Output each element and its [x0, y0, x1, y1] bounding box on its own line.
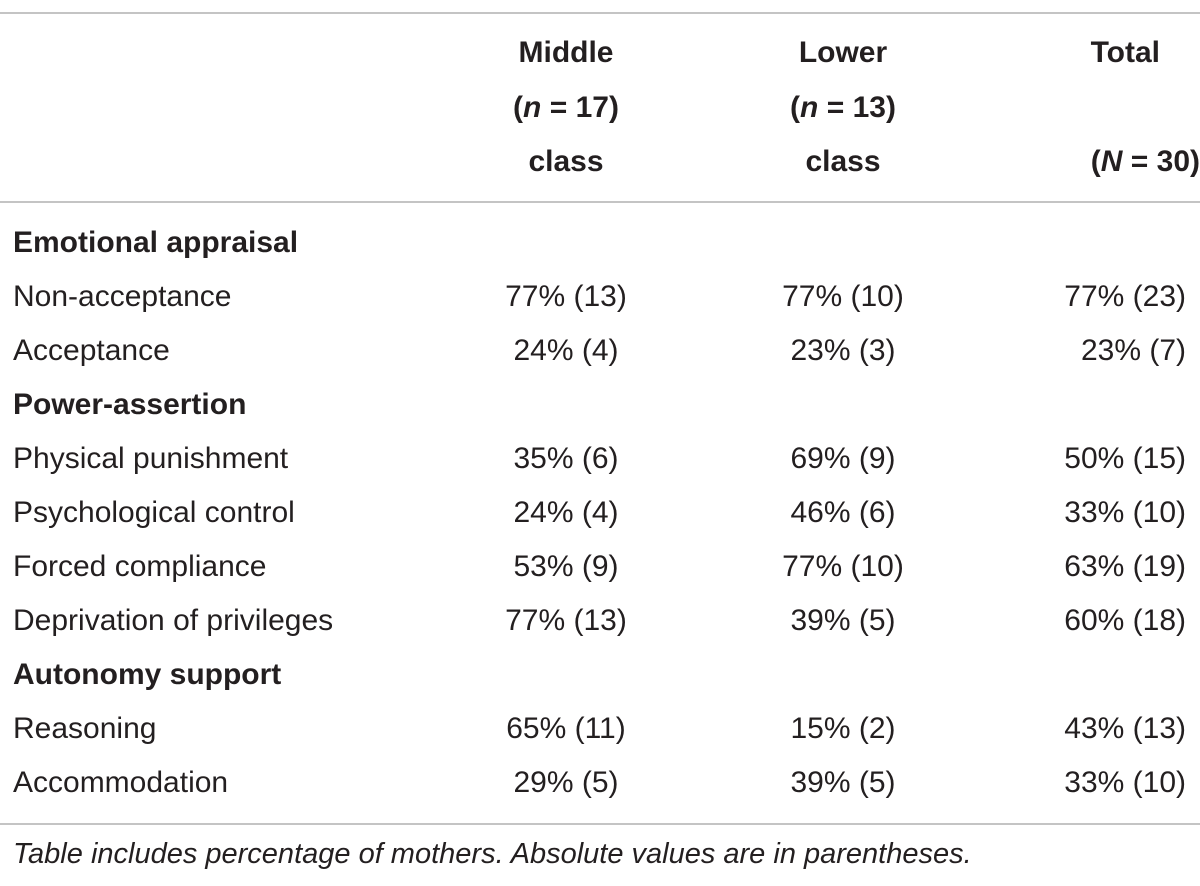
cell-middle: 35% (6)	[513, 442, 619, 475]
column-header-lower-line1: Lower	[798, 36, 888, 69]
cell-lower: 77% (10)	[782, 280, 904, 313]
cell-middle: 77% (13)	[505, 280, 627, 313]
cell-middle: 24% (4)	[513, 334, 619, 367]
row-label: Acceptance	[13, 334, 170, 367]
column-header-total-line1: Total	[1090, 36, 1160, 69]
column-header-total-n: (N = 30)	[1090, 145, 1200, 178]
table-row: Physical punishment 35% (6) 69% (9) 50% …	[0, 439, 1200, 479]
cell-middle: 65% (11)	[506, 712, 626, 745]
cell-lower: 15% (2)	[790, 712, 896, 745]
row-label: Forced compliance	[13, 550, 267, 583]
cell-middle: 24% (4)	[513, 496, 619, 529]
row-label: Deprivation of privileges	[13, 604, 334, 637]
column-header-total-n-value: = 30)	[1130, 145, 1200, 178]
table-row: Acceptance 24% (4) 23% (3) 23% (7)	[0, 331, 1200, 371]
column-header-middle-n-symbol: n	[523, 91, 542, 124]
column-header-total-n-symbol: N	[1100, 145, 1123, 178]
cell-total: 33% (10)	[1064, 766, 1186, 799]
table-footnote: Table includes percentage of mothers. Ab…	[13, 838, 972, 870]
section-title: Power-assertion	[13, 388, 247, 421]
table-top-rule	[0, 12, 1200, 14]
section-heading-power-assertion: Power-assertion	[0, 385, 1200, 425]
cell-lower: 46% (6)	[790, 496, 896, 529]
row-label: Accommodation	[13, 766, 229, 799]
column-header-middle-class: Middle (n = 17) class	[466, 38, 666, 188]
table-row: Psychological control 24% (4) 46% (6) 33…	[0, 493, 1200, 533]
table-row: Deprivation of privileges 77% (13) 39% (…	[0, 601, 1200, 641]
section-heading-autonomy-support: Autonomy support	[0, 655, 1200, 695]
cell-lower: 39% (5)	[790, 766, 896, 799]
row-label: Psychological control	[13, 496, 295, 529]
cell-total: 77% (23)	[1064, 280, 1186, 313]
column-header-middle-n: (n = 17)	[513, 91, 619, 124]
column-header-lower-n-value: = 13)	[826, 91, 896, 124]
cell-lower: 39% (5)	[790, 604, 896, 637]
column-header-lower-n: (n = 13)	[790, 91, 896, 124]
row-label: Physical punishment	[13, 442, 289, 475]
cell-middle: 77% (13)	[505, 604, 627, 637]
column-header-lower-class: Lower (n = 13) class	[743, 38, 943, 188]
cell-total: 60% (18)	[1064, 604, 1186, 637]
table-row: Reasoning 65% (11) 15% (2) 43% (13)	[0, 709, 1200, 749]
column-header-lower-line3: class	[805, 145, 881, 178]
column-header-middle-line3: class	[528, 145, 604, 178]
row-label: Non-acceptance	[13, 280, 232, 313]
section-heading-emotional-appraisal: Emotional appraisal	[0, 223, 1200, 263]
row-label: Reasoning	[13, 712, 157, 745]
cell-lower: 69% (9)	[790, 442, 896, 475]
cell-total: 33% (10)	[1064, 496, 1186, 529]
header-divider-rule	[0, 201, 1200, 203]
column-header-middle-line1: Middle	[518, 36, 614, 69]
table-bottom-rule	[0, 823, 1200, 825]
cell-total: 43% (13)	[1064, 712, 1186, 745]
cell-lower: 77% (10)	[782, 550, 904, 583]
cell-total: 23% (7)	[1080, 334, 1186, 367]
table-row: Forced compliance 53% (9) 77% (10) 63% (…	[0, 547, 1200, 587]
cell-middle: 29% (5)	[513, 766, 619, 799]
table-row: Non-acceptance 77% (13) 77% (10) 77% (23…	[0, 277, 1200, 317]
cell-total: 50% (15)	[1064, 442, 1186, 475]
cell-lower: 23% (3)	[790, 334, 896, 367]
column-header-middle-n-value: = 17)	[549, 91, 619, 124]
cell-middle: 53% (9)	[513, 550, 619, 583]
table-row: Accommodation 29% (5) 39% (5) 33% (10)	[0, 763, 1200, 803]
section-title: Emotional appraisal	[13, 226, 299, 259]
section-title: Autonomy support	[13, 658, 282, 691]
cell-total: 63% (19)	[1064, 550, 1186, 583]
column-header-total: Total (N = 30)	[1022, 38, 1200, 188]
column-header-lower-n-symbol: n	[800, 91, 819, 124]
